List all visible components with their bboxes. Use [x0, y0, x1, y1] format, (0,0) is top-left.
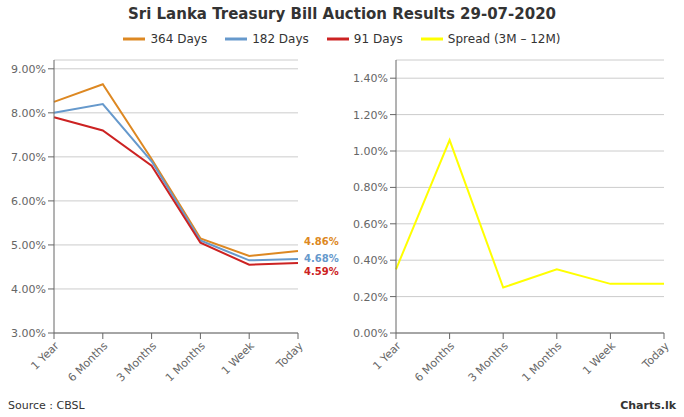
- svg-text:1 Months: 1 Months: [163, 339, 208, 384]
- html-text:Source : CBSL: Source : CBSL: [8, 398, 85, 412]
- svg-text:1.00%: 1.00%: [353, 145, 388, 158]
- html-text:182 Days: 182 Days: [252, 32, 309, 46]
- svg-text:6 Months: 6 Months: [412, 339, 457, 384]
- html-text:Spread (3M – 12M): Spread (3M – 12M): [447, 32, 561, 46]
- svg-text:1.20%: 1.20%: [353, 109, 388, 122]
- svg-text:6 Months: 6 Months: [65, 339, 110, 384]
- svg-text:6.00%: 6.00%: [11, 195, 46, 208]
- svg-text:5.00%: 5.00%: [11, 239, 46, 252]
- svg-text:4.86%: 4.86%: [304, 236, 339, 247]
- html-text:91 Days: 91 Days: [353, 32, 403, 46]
- svg-text:4.68%: 4.68%: [304, 253, 339, 264]
- svg-text:1 Year: 1 Year: [29, 339, 62, 372]
- svg-text:1 Week: 1 Week: [580, 339, 618, 377]
- svg-text:1 Year: 1 Year: [371, 339, 404, 372]
- svg-text:3 Months: 3 Months: [114, 339, 159, 384]
- svg-text:8.00%: 8.00%: [11, 107, 46, 120]
- svg-text:1 Week: 1 Week: [219, 339, 257, 377]
- svg-text:1.40%: 1.40%: [353, 72, 388, 85]
- svg-text:7.00%: 7.00%: [11, 151, 46, 164]
- svg-text:9.00%: 9.00%: [11, 63, 46, 76]
- svg-text:Today: Today: [639, 339, 672, 372]
- html-text:364 Days: 364 Days: [150, 32, 208, 46]
- svg-text:0.60%: 0.60%: [353, 218, 388, 231]
- svg-text:4.59%: 4.59%: [304, 266, 339, 277]
- svg-text:0.20%: 0.20%: [353, 291, 388, 304]
- svg-text:0.80%: 0.80%: [353, 181, 388, 194]
- svg-text:4.00%: 4.00%: [11, 283, 46, 296]
- html-text:Charts.lk: Charts.lk: [620, 398, 676, 412]
- svg-text:0.40%: 0.40%: [353, 254, 388, 267]
- html-text:Sri Lanka Treasury Bill Auctio: Sri Lanka Treasury Bill Auction Results …: [128, 5, 556, 23]
- svg-text:3 Months: 3 Months: [466, 339, 511, 384]
- svg-text:Today: Today: [273, 339, 306, 372]
- svg-text:3.00%: 3.00%: [11, 327, 46, 340]
- svg-text:1 Months: 1 Months: [519, 339, 564, 384]
- svg-text:0.00%: 0.00%: [353, 327, 388, 340]
